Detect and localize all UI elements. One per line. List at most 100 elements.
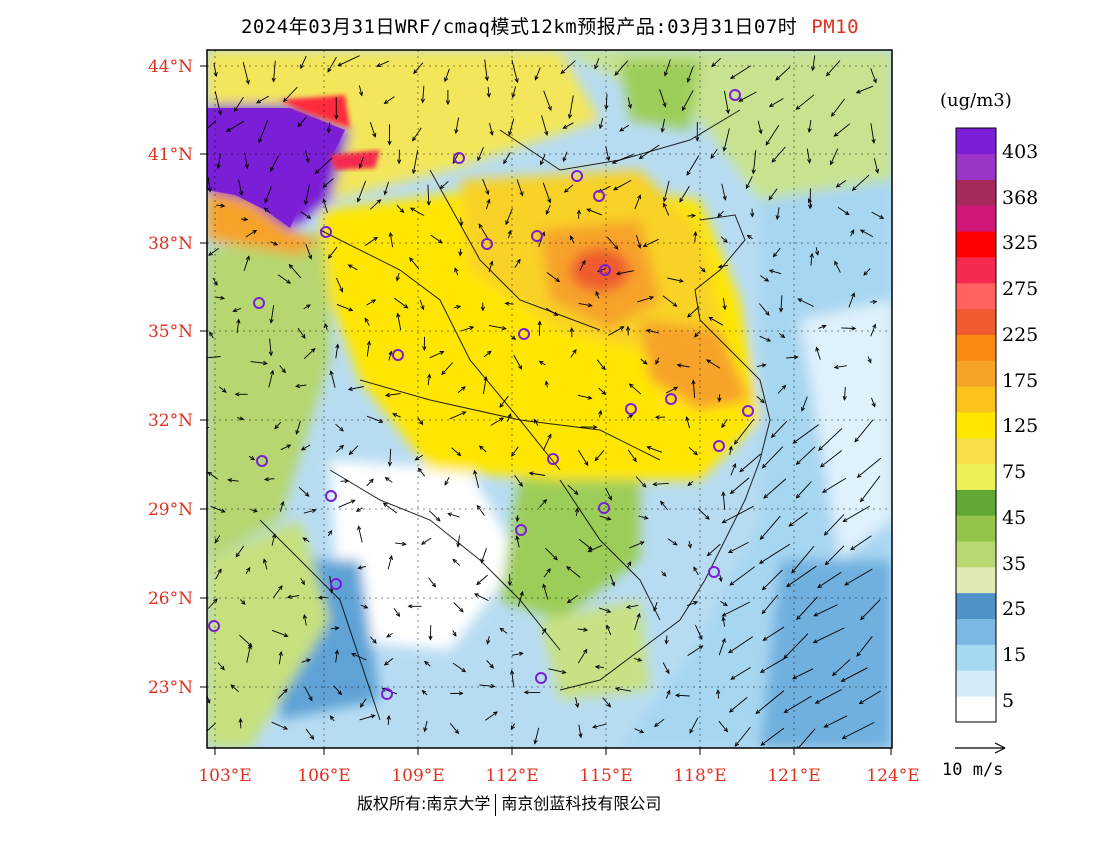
wind-vector (817, 571, 842, 588)
wind-vector (295, 384, 307, 387)
wind-vector (762, 569, 783, 591)
wind-vector (545, 547, 558, 561)
footer-right: 南京创蓝科技有限公司 (501, 794, 662, 813)
wind-vector-head (300, 580, 305, 586)
wind-vector-head (510, 725, 515, 730)
wind-vector (304, 184, 310, 205)
copyright-footer: 版权所有:南京大学 南京创蓝科技有限公司 (357, 790, 661, 816)
wind-vector-head (269, 369, 275, 375)
wind-vector (242, 61, 250, 84)
colorbar-label: 125 (1002, 415, 1039, 437)
wind-vector (239, 634, 253, 647)
wind-vector (349, 445, 359, 455)
wind-vector-head (788, 522, 794, 527)
wind-vector (479, 684, 495, 687)
wind-vector (850, 229, 855, 237)
wind-vector (302, 537, 310, 543)
wind-vector-head (611, 159, 617, 164)
wind-vector-head (386, 633, 391, 638)
wind-vector (665, 635, 668, 644)
wind-vector (534, 67, 541, 80)
wind-vector (728, 542, 749, 553)
wind-vector-head (274, 424, 279, 430)
wind-vector (512, 86, 517, 98)
wind-vector (234, 96, 244, 112)
wind-vector (335, 445, 344, 453)
colorbar-band (956, 515, 996, 542)
wind-vector (602, 697, 611, 707)
wind-vector (768, 188, 778, 200)
city-marker (320, 226, 332, 238)
wind-vector (711, 57, 722, 67)
wind-vector (335, 344, 339, 359)
wind-vector (730, 667, 751, 680)
wind-vector-head (499, 417, 505, 422)
colorbar-band (956, 463, 996, 490)
wind-vector (348, 386, 364, 391)
wind-vector (248, 455, 255, 460)
wind-vector-head (412, 136, 417, 142)
wind-vector-head (645, 328, 651, 334)
wind-vector (575, 697, 579, 708)
wind-vector (499, 395, 509, 408)
wind-vector (359, 156, 364, 168)
wind-vector-head (268, 351, 274, 357)
colorbar-band (956, 412, 996, 439)
wind-vector (577, 628, 588, 631)
colorbar-label: 225 (1002, 324, 1039, 346)
wind-vector-head (409, 207, 415, 212)
wind-vector-head (679, 197, 684, 203)
city-marker (208, 620, 220, 632)
colorbar-band (956, 205, 996, 232)
wind-vector (720, 600, 728, 606)
wind-vector (216, 204, 225, 207)
city-marker (571, 170, 583, 182)
wind-vector (514, 475, 523, 487)
colorbar-label: 45 (1002, 507, 1027, 529)
wind-vector-head (695, 136, 700, 142)
wind-vector (451, 447, 461, 456)
wind-vector (296, 420, 301, 435)
wind-vector-head (347, 264, 353, 269)
wind-vector (277, 688, 288, 699)
colorbar-band (956, 128, 996, 155)
wind-vector-head (598, 409, 603, 415)
wind-vector (609, 574, 615, 586)
wind-vector-head (503, 159, 508, 165)
wind-vector-head (441, 370, 446, 376)
wind-vector-head (439, 184, 445, 190)
wind-vector-head (733, 439, 739, 445)
wind-vector (739, 453, 761, 472)
wind-vector-head (783, 708, 789, 713)
wind-vector (606, 625, 612, 636)
wind-vector-head (383, 99, 389, 104)
wind-vector-head (220, 295, 226, 300)
wind-vector (394, 542, 406, 545)
wind-vector-head (760, 741, 766, 746)
wind-vector-head (809, 252, 814, 258)
wind-vector-head (625, 604, 631, 609)
wind-vector (304, 686, 313, 701)
wind-vector-head (705, 515, 710, 520)
wind-vector (659, 89, 666, 107)
wind-vector (586, 208, 602, 216)
wind-vector (486, 660, 494, 669)
wind-vector-head (717, 264, 723, 269)
wind-vector (614, 60, 629, 76)
wind-vector (543, 90, 552, 111)
wind-vector-head (815, 250, 820, 256)
wind-vector-head (871, 402, 876, 408)
wind-vector-head (662, 102, 667, 108)
wind-vector (663, 203, 670, 216)
wind-vector (822, 477, 847, 493)
wind-vector-head (358, 163, 363, 169)
wind-vector-head (775, 215, 780, 221)
wind-vector (271, 721, 288, 730)
wind-vector (384, 96, 395, 104)
wind-vector-head (732, 462, 737, 468)
wind-vector-head (872, 78, 877, 84)
wind-vector-head (583, 627, 589, 632)
wind-vector-head (480, 306, 486, 312)
wind-vector (449, 723, 459, 734)
wind-vector-head (350, 653, 356, 657)
